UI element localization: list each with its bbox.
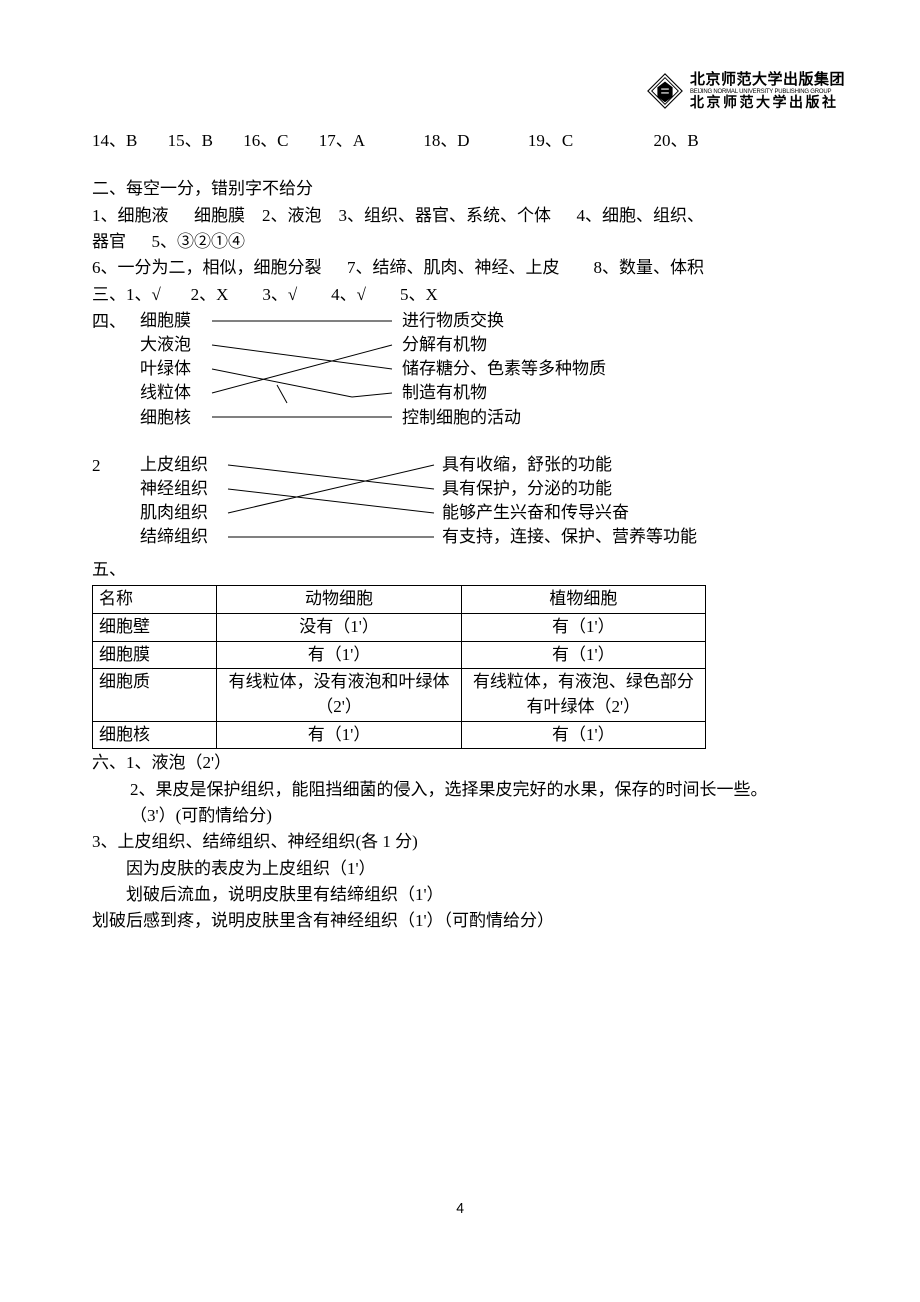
match1-right-4: 控制细胞的活动 [402,406,606,430]
match1-right-3: 制造有机物 [402,381,606,405]
logo-line3: 北京师范大学出版社 [690,95,845,110]
match2-right-1: 具有保护，分泌的功能 [442,477,697,501]
comparison-table: 名称 动物细胞 植物细胞 细胞壁 没有（1'） 有（1'） 细胞膜 有（1'） … [92,585,706,749]
th-name: 名称 [93,586,217,614]
match2-left-0: 上皮组织 [140,453,208,477]
section1-answers: 14、B 15、B 16、C 17、A 18、D 19、C 20、B [92,128,828,154]
answer-19: 19、C [528,131,573,150]
r2c3: 有（1'） [461,641,705,669]
page-number: 4 [0,1200,920,1218]
section4-prefix: 四、 [92,309,126,335]
answer-18: 18、D [423,131,469,150]
r1c3: 有（1'） [461,614,705,642]
match1-left-1: 大液泡 [140,333,191,357]
match1-right-1: 分解有机物 [402,333,606,357]
section2-title: 二、每空一分，错别字不给分 [92,176,828,202]
match1-left-3: 线粒体 [140,381,191,405]
sec6-l4: 3、上皮组织、结缔组织、神经组织(各 1 分) [92,829,828,855]
r4c1: 细胞核 [93,721,217,749]
r2c1: 细胞膜 [93,641,217,669]
sec6-l7: 划破后感到疼，说明皮肤里含有神经组织（1'）（可酌情给分） [92,908,828,934]
th-plant: 植物细胞 [461,586,705,614]
matching-block-1: 四、 细胞膜 大液泡 叶绿体 线粒体 细胞核 进行物质交换 分解有机物 储存糖分… [92,309,828,433]
r4c2: 有（1'） [217,721,461,749]
match2-left-2: 肌肉组织 [140,501,208,525]
match2-right-3: 有支持，连接、保护、营养等功能 [442,525,697,549]
sec6-l2: 2、果皮是保护组织，能阻挡细菌的侵入，选择果皮完好的水果，保存的时间长一些。 [92,777,828,803]
r4c3: 有（1'） [461,721,705,749]
publisher-logo: 北京师范大学出版集团 BEIJING NORMAL UNIVERSITY PUB… [646,72,845,110]
sec6-l5: 因为皮肤的表皮为上皮组织（1'） [92,856,828,882]
match1-left-0: 细胞膜 [140,309,191,333]
r2c2: 有（1'） [217,641,461,669]
r3c2: 有线粒体，没有液泡和叶绿体（2'） [217,669,461,721]
sec6-l6: 划破后流血，说明皮肤里有结缔组织（1'） [92,882,828,908]
answer-17: 17、A [319,131,365,150]
matching-block-2: 2 上皮组织 神经组织 肌肉组织 结缔组织 具有收缩，舒张的功能 具有保护，分泌… [92,453,828,555]
logo-icon [646,72,684,110]
answer-15: 15、B [168,131,213,150]
match2-left-1: 神经组织 [140,477,208,501]
match1-left-2: 叶绿体 [140,357,191,381]
answer-20: 20、B [653,131,698,150]
th-animal: 动物细胞 [217,586,461,614]
match2-right-0: 具有收缩，舒张的功能 [442,453,697,477]
match1-left-4: 细胞核 [140,406,191,430]
match1-right-2: 储存糖分、色素等多种物质 [402,357,606,381]
answer-16: 16、C [243,131,288,150]
section2-line2: 器官 5、③②①④ [92,229,828,255]
match2-left-3: 结缔组织 [140,525,208,549]
section4-num2: 2 [92,453,101,479]
r3c1: 细胞质 [93,669,217,721]
match1-right-0: 进行物质交换 [402,309,606,333]
r1c1: 细胞壁 [93,614,217,642]
sec6-l1: 六、1、液泡（2'） [92,750,828,776]
logo-line1: 北京师范大学出版集团 [690,72,845,89]
answer-14: 14、B [92,131,137,150]
section3: 三、1、√ 2、X 3、√ 4、√ 5、X [92,282,828,308]
section5-label: 五、 [92,557,828,583]
section2-line1: 1、细胞液 细胞膜 2、液泡 3、组织、器官、系统、个体 4、细胞、组织、 [92,203,828,229]
r3c3: 有线粒体，有液泡、绿色部分有叶绿体（2'） [461,669,705,721]
sec6-l3: （3'）(可酌情给分) [92,803,828,829]
match2-right-2: 能够产生兴奋和传导兴奋 [442,501,697,525]
r1c2: 没有（1'） [217,614,461,642]
section2-line3: 6、一分为二，相似，细胞分裂 7、结缔、肌肉、神经、上皮 8、数量、体积 [92,255,828,281]
